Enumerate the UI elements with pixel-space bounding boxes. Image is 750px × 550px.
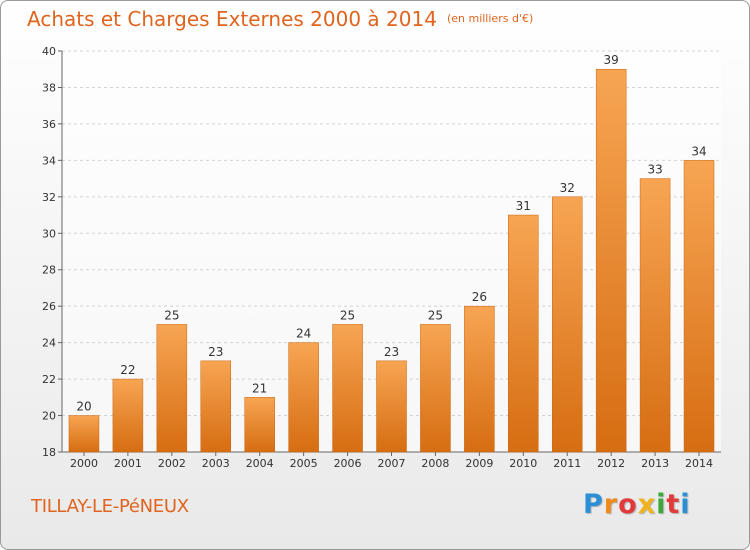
logo-letter: r [603, 489, 619, 520]
x-tick-label-2010: 2010 [509, 457, 537, 470]
y-tick-label-22: 22 [42, 373, 56, 386]
bar-2002 [156, 324, 188, 453]
bar-value-label-2008: 25 [428, 308, 443, 322]
x-tick-label-2000: 2000 [70, 457, 98, 470]
bar-value-label-2000: 20 [76, 400, 91, 414]
chart-title: Achats et Charges Externes 2000 à 2014 (e… [27, 7, 533, 31]
bar-value-label-2003: 23 [208, 345, 223, 359]
bar-2007 [376, 360, 407, 453]
bar-value-label-2001: 22 [120, 363, 135, 377]
bars [68, 68, 715, 453]
bar-value-label-2014: 34 [691, 144, 706, 158]
chart-title-text: Achats et Charges Externes 2000 à 2014 [27, 7, 437, 31]
x-tick-label-2013: 2013 [641, 457, 669, 470]
y-tick-label-18: 18 [42, 446, 56, 459]
bar-value-label-2010: 31 [516, 199, 531, 213]
bar-2003 [200, 360, 232, 453]
y-tick-label-24: 24 [42, 337, 56, 350]
bar-2009 [464, 305, 495, 453]
y-tick-label-34: 34 [42, 154, 56, 167]
y-tick-label-28: 28 [42, 264, 56, 277]
x-tick-label-2007: 2007 [378, 457, 406, 470]
y-tick-label-32: 32 [42, 191, 56, 204]
bar-2011 [551, 196, 583, 453]
y-tick-label-36: 36 [42, 118, 56, 131]
logo-letter: P [583, 489, 604, 520]
y-tick-label-20: 20 [42, 410, 56, 423]
bar-2004 [244, 397, 275, 453]
x-tick-label-2011: 2011 [553, 457, 581, 470]
bar-2005 [288, 342, 319, 453]
commune-name: TILLAY-LE-PéNEUX [31, 496, 189, 517]
logo-letter: i [656, 489, 667, 520]
bar-2014 [683, 160, 715, 453]
proxiti-logo: Proxiti [583, 489, 691, 520]
x-tick-label-2006: 2006 [334, 457, 362, 470]
x-tick-label-2001: 2001 [114, 457, 142, 470]
bar-2008 [420, 324, 451, 453]
bar-value-label-2004: 21 [252, 381, 267, 395]
x-tick-label-2004: 2004 [246, 457, 274, 470]
bar-2012 [595, 68, 627, 453]
y-tick-label-38: 38 [42, 81, 56, 94]
x-tick-label-2012: 2012 [597, 457, 625, 470]
y-tick-label-30: 30 [42, 227, 56, 240]
bar-value-label-2011: 32 [560, 181, 575, 195]
bar-2001 [112, 378, 144, 453]
logo-letter: x [637, 489, 657, 520]
y-tick-label-26: 26 [42, 300, 56, 313]
bar-value-label-2013: 33 [647, 163, 662, 177]
chart-subtitle: (en milliers d'€) [446, 12, 534, 25]
bar-2010 [508, 214, 539, 453]
x-tick-label-2009: 2009 [465, 457, 493, 470]
bar-value-label-2007: 23 [384, 345, 399, 359]
labels: 18 20 22 24 26 28 30 32 34 36 38 40 20 2000 22 2001 25 20… [42, 45, 713, 470]
bar-value-label-2009: 26 [472, 290, 487, 304]
x-tick-label-2003: 2003 [202, 457, 230, 470]
logo-letter: t [666, 489, 681, 520]
y-tick-label-40: 40 [42, 45, 56, 58]
bar-value-label-2012: 39 [604, 53, 619, 67]
bar-value-label-2006: 25 [340, 308, 355, 322]
bar-2013 [639, 178, 671, 453]
x-tick-label-2014: 2014 [685, 457, 713, 470]
bar-2000 [68, 415, 100, 453]
bar-2006 [332, 324, 363, 453]
x-tick-label-2002: 2002 [158, 457, 186, 470]
x-tick-label-2005: 2005 [290, 457, 318, 470]
x-tick-label-2008: 2008 [421, 457, 449, 470]
logo-letter: i [680, 489, 691, 520]
logo-letter: o [618, 489, 638, 520]
bar-value-label-2002: 25 [164, 308, 179, 322]
bar-value-label-2005: 24 [296, 327, 311, 341]
